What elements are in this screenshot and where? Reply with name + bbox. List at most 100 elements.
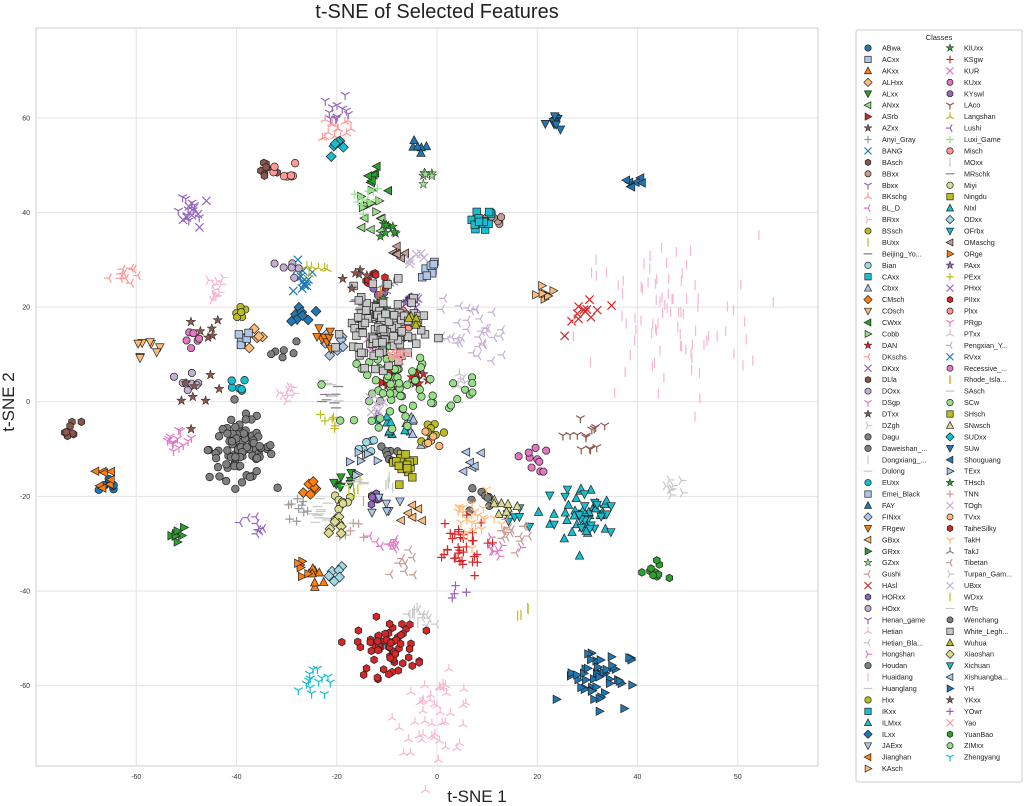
data-point xyxy=(411,319,421,329)
legend-label: Huaidang xyxy=(882,673,913,682)
legend-label: FINxx xyxy=(882,512,901,521)
legend-item: ALHxx xyxy=(863,77,904,87)
data-point xyxy=(361,306,371,315)
legend-label: NIxl xyxy=(964,204,977,213)
data-point xyxy=(583,663,594,674)
legend-marker xyxy=(863,742,873,751)
legend-item: TOgh xyxy=(946,501,982,510)
legend-marker xyxy=(864,662,872,670)
data-point xyxy=(601,495,612,505)
data-point xyxy=(251,518,260,529)
data-point xyxy=(497,526,506,536)
data-point xyxy=(406,686,416,696)
data-point xyxy=(435,735,445,744)
data-point xyxy=(567,668,577,678)
legend-label: BSsch xyxy=(882,227,903,236)
data-point xyxy=(126,263,135,273)
data-point xyxy=(334,571,345,583)
legend-marker xyxy=(945,238,954,247)
data-point xyxy=(404,545,413,555)
data-point xyxy=(453,395,462,403)
data-point xyxy=(407,428,418,439)
data-point xyxy=(391,649,399,659)
data-point xyxy=(349,267,361,278)
series-Wenchang xyxy=(267,337,301,362)
data-point xyxy=(336,473,346,483)
data-point xyxy=(297,500,307,510)
series-PIIxx xyxy=(338,612,430,684)
data-point xyxy=(562,485,573,495)
data-point xyxy=(451,338,460,348)
data-point xyxy=(319,691,329,700)
legend-item: Gushi xyxy=(863,570,901,579)
data-point xyxy=(417,178,429,189)
legend-marker xyxy=(865,650,873,659)
data-point xyxy=(329,138,341,150)
data-point xyxy=(396,639,405,648)
data-point xyxy=(367,500,376,509)
data-point xyxy=(449,553,459,563)
data-point xyxy=(576,523,587,533)
data-point xyxy=(215,472,224,481)
series-Hetian xyxy=(387,663,471,793)
x-tick-label: -60 xyxy=(131,774,141,781)
data-point xyxy=(662,481,671,491)
data-point xyxy=(524,448,533,457)
data-point xyxy=(417,734,427,743)
data-point xyxy=(285,390,294,400)
data-point xyxy=(230,395,239,404)
legend-marker xyxy=(946,193,954,201)
data-point xyxy=(389,331,398,341)
data-point xyxy=(403,380,412,389)
legend-marker xyxy=(863,340,873,350)
data-point xyxy=(380,219,392,230)
data-point xyxy=(574,302,583,311)
legend-label: LAco xyxy=(964,101,980,110)
data-point xyxy=(236,461,245,471)
data-point xyxy=(538,280,548,291)
legend-label: SAsch xyxy=(964,387,985,396)
data-point xyxy=(189,203,199,213)
data-point xyxy=(422,626,430,635)
data-point xyxy=(440,716,450,725)
legend-item: DAN xyxy=(863,340,897,350)
legend-marker xyxy=(945,455,954,464)
legend-item: Ningdu xyxy=(946,192,987,201)
data-point xyxy=(193,209,203,219)
legend-label: DSgp xyxy=(882,398,900,407)
data-point xyxy=(416,147,426,157)
data-point xyxy=(292,516,301,526)
data-point xyxy=(489,546,498,556)
data-point xyxy=(600,422,610,431)
series-Daweishan_... xyxy=(203,395,282,494)
data-point xyxy=(497,213,506,221)
data-point xyxy=(472,550,482,559)
data-point xyxy=(105,466,115,477)
data-point xyxy=(436,304,445,314)
legend-label: GBxx xyxy=(882,535,900,544)
legend-marker xyxy=(946,307,954,315)
data-point xyxy=(606,528,616,538)
data-point xyxy=(403,332,413,341)
data-point xyxy=(417,392,426,401)
data-point xyxy=(402,609,411,619)
legend-marker xyxy=(863,525,873,533)
legend-label: Gushi xyxy=(882,570,901,579)
data-point xyxy=(180,377,192,388)
data-point xyxy=(462,315,471,325)
data-point xyxy=(470,571,480,581)
data-point xyxy=(381,309,390,319)
x-tick-label: 40 xyxy=(634,774,642,781)
data-point xyxy=(579,502,590,512)
legend-item: Luxi_Game xyxy=(946,135,1001,144)
data-point xyxy=(596,655,606,665)
data-point xyxy=(445,708,455,717)
legend-marker xyxy=(946,399,954,407)
data-point xyxy=(456,533,465,542)
legend-item: DKschs xyxy=(863,352,907,361)
data-point xyxy=(279,171,289,181)
data-point xyxy=(368,279,378,288)
data-point xyxy=(335,527,347,539)
legend-label: DOxx xyxy=(882,387,900,396)
data-point xyxy=(666,475,675,485)
